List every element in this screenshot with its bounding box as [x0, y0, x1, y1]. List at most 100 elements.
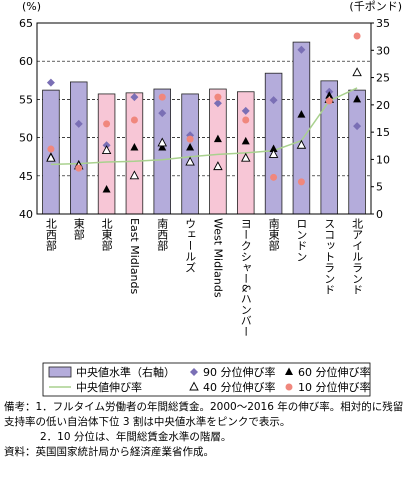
y-tick-label: 60 — [19, 55, 33, 68]
y2-tick-label: 10 — [376, 153, 390, 166]
x-tick-label: 南西部 — [156, 218, 169, 251]
x-tick-label: 北東部 — [100, 218, 113, 251]
point — [214, 93, 222, 101]
point — [186, 135, 194, 143]
notes: 備考：1．フルタイム労働者の年間総賃金。2000～2016 年の伸び率。相対的に… — [4, 400, 407, 460]
point — [103, 120, 111, 128]
point — [186, 143, 195, 151]
legend-swatch — [285, 383, 293, 391]
x-tick-label: スコットランド — [323, 218, 336, 295]
y2-tick-label: 15 — [376, 126, 390, 139]
x-tick-label: ロンドン — [295, 218, 308, 262]
bar — [292, 41, 311, 215]
line — [50, 87, 358, 166]
point — [130, 143, 139, 151]
point — [352, 67, 362, 77]
bar — [70, 81, 88, 215]
plot-frame — [36, 22, 372, 215]
legend-label: 中央値水準（右軸） — [76, 365, 175, 379]
point — [297, 178, 305, 186]
point — [158, 143, 167, 151]
point — [269, 144, 278, 153]
source: 資料：英国国家統計局から経済産業省作成。 — [4, 445, 407, 460]
point — [269, 96, 278, 105]
point — [268, 148, 279, 158]
x-tick-label: East Midlands — [128, 218, 141, 295]
x-tick-label: 北西部 — [44, 218, 57, 251]
x-tick-label: ヨークシャー&ハンバー — [239, 218, 252, 337]
point — [297, 110, 306, 118]
point — [270, 173, 278, 181]
point — [297, 45, 306, 54]
y2-tick-label: 30 — [376, 44, 390, 57]
point — [102, 185, 111, 193]
x-tick-label: 東部 — [72, 218, 85, 240]
point — [213, 99, 222, 108]
point — [158, 93, 166, 101]
y-tick-label: 40 — [19, 208, 33, 221]
point — [213, 161, 223, 171]
point — [157, 137, 167, 147]
x-tick-label: ウェールズ — [184, 218, 197, 273]
point — [47, 145, 55, 153]
point — [158, 109, 167, 118]
point — [130, 116, 138, 124]
y2-tick-label: 25 — [376, 72, 390, 85]
legend-swatch — [189, 381, 199, 391]
chart: (%) (千ポンド) 40 45 50 55 60 65 0 5 10 15 20 25 30 35 北西部… — [19, 0, 402, 397]
point — [101, 145, 112, 155]
legend-swatch — [285, 367, 293, 375]
y2-tick-label: 35 — [376, 17, 390, 30]
y-tick-label: 45 — [19, 170, 33, 183]
legend-label: 90 分位伸び率 — [203, 365, 276, 379]
plot-background — [37, 23, 371, 214]
legend-box — [42, 362, 371, 397]
legend-swatch — [48, 366, 72, 378]
point — [46, 78, 55, 87]
legend-label: 60 分位伸び率 — [298, 365, 371, 379]
point — [75, 164, 83, 172]
bar — [153, 88, 171, 215]
note-label: 備考： — [4, 401, 36, 413]
legend-label: 40 分位伸び率 — [203, 380, 276, 394]
bar — [348, 89, 366, 215]
bar — [181, 93, 199, 215]
note-1: 備考：1．フルタイム労働者の年間総賃金。2000～2016 年の伸び率。相対的に… — [4, 400, 407, 430]
point — [325, 97, 333, 105]
y-axis-label: (%) — [22, 0, 41, 13]
y-tick-label: 55 — [19, 93, 33, 106]
bar — [125, 92, 144, 215]
note-text: 1．フルタイム労働者の年間総賃金。2000～2016 年の伸び率。相対的に残留支… — [4, 401, 404, 428]
point — [296, 139, 307, 149]
point — [242, 116, 250, 124]
legend-label: 10 分位伸び率 — [298, 380, 371, 394]
point — [241, 136, 250, 145]
bar — [209, 88, 227, 215]
point — [241, 152, 251, 162]
x-tick-label: 北アイルランド — [351, 218, 364, 295]
point — [353, 94, 362, 103]
point — [213, 134, 222, 143]
source-text: 英国国家統計局から経済産業省作成。 — [35, 446, 215, 458]
point — [74, 119, 83, 128]
bar — [264, 72, 283, 215]
point — [353, 122, 362, 131]
point — [241, 106, 250, 115]
x-tick-label: West Midlands — [211, 218, 224, 298]
y2-tick-label: 20 — [376, 99, 390, 112]
point — [353, 32, 361, 40]
y2-tick-label: 5 — [376, 181, 383, 194]
note-text: 2．10 分位は、年間総賃金水準の階層。 — [40, 431, 232, 443]
point — [130, 93, 139, 102]
y-tick-label: 50 — [19, 132, 33, 145]
y2-axis-label: (千ポンド) — [349, 0, 402, 13]
y2-tick-label: 0 — [376, 208, 383, 221]
legend-swatch — [190, 368, 198, 376]
point — [129, 170, 140, 180]
y-tick-label: 65 — [19, 17, 33, 30]
legend-label: 中央値伸び率 — [76, 380, 142, 394]
x-tick-label: 南東部 — [267, 218, 280, 251]
point — [185, 156, 195, 166]
source-label: 資料： — [4, 446, 36, 458]
